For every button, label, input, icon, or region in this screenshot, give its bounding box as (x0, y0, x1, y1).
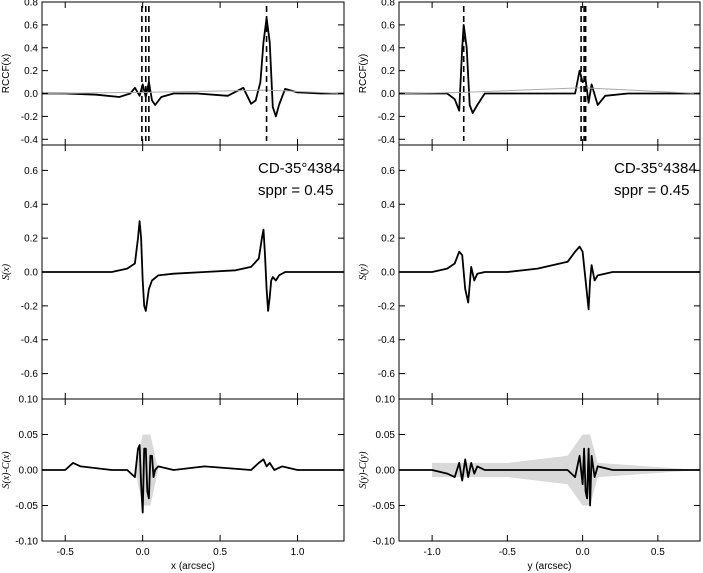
ytick-label: -0.2 (21, 112, 39, 123)
ytick-label: 0.6 (24, 166, 38, 177)
ytick-label: 0.0 (381, 268, 395, 279)
ytick-label: 0.00 (19, 466, 39, 477)
panel-right-middle: -0.6 -0.4 -0.2 0.0 0.2 0.4 0.6 S(y) CD-35°4384 sp… (358, 144, 701, 400)
axes-frame (41, 1, 345, 146)
ytick-label: 0.2 (24, 234, 38, 245)
xtick-label: 0.0 (136, 547, 150, 558)
ytick-label: -0.10 (372, 537, 395, 548)
axes-frame (398, 1, 701, 146)
xtick-label: 0.5 (651, 547, 665, 558)
ytick-label: -0.05 (372, 501, 395, 512)
ytick-label: 0.2 (381, 66, 395, 77)
series-line-1 (42, 89, 344, 94)
ytick-label: -0.4 (378, 335, 396, 346)
series-line-0 (42, 17, 344, 118)
x-axis-label: y (arcsec) (528, 561, 572, 572)
xtick-label: -0.5 (499, 547, 517, 558)
y-axis-label: S(x)-C(x) (1, 451, 12, 489)
xtick-label: 1.0 (291, 547, 305, 558)
ytick-label: -0.6 (21, 369, 39, 380)
ytick-label: 0.0 (381, 89, 395, 100)
panel-right-bottom: -0.10 -0.05 0.00 0.05 0.10 -1.0 -0.5 0.0 0.5 S(y)… (358, 395, 701, 572)
ytick-label: -0.4 (21, 335, 39, 346)
ytick-label: 0.4 (381, 200, 395, 211)
ytick-label: -0.10 (15, 537, 38, 548)
ytick-label: 0.4 (24, 43, 38, 54)
ytick-label: 0.6 (381, 20, 395, 31)
ytick-label: 0.0 (24, 89, 38, 100)
ytick-label: -0.2 (21, 301, 39, 312)
ytick-label: 0.05 (19, 430, 39, 441)
ytick-label: -0.4 (21, 135, 39, 146)
panel-left-top: -0.4 -0.2 0.0 0.2 0.4 0.6 0.8 RCCF(x) (1, 0, 345, 146)
series-line-0 (399, 245, 700, 311)
panel-left-bottom: -0.10 -0.05 0.00 0.05 0.10 -0.5 0.0 0.5 1.0 S(x)-… (1, 395, 345, 572)
ytick-label: 0.8 (381, 0, 395, 9)
xtick-label: 0.5 (213, 547, 227, 558)
series-line-0 (42, 444, 344, 514)
ytick-label: 0.4 (24, 200, 38, 211)
ytick-label: -0.2 (378, 112, 396, 123)
ytick-label: 0.8 (24, 0, 38, 9)
ytick-label: 0.6 (24, 20, 38, 31)
series-line-0 (399, 23, 700, 114)
panel-right-top: -0.4 -0.2 0.0 0.2 0.4 0.6 0.8 RCCF(y) (358, 0, 701, 146)
annotation-line-0: CD-35°4384 (258, 160, 341, 177)
ytick-label: 0.2 (381, 234, 395, 245)
ytick-label: 0.05 (376, 430, 396, 441)
ytick-label: 0.10 (376, 395, 396, 406)
ytick-label: -0.4 (378, 135, 396, 146)
y-axis-label: RCCF(x) (1, 54, 12, 93)
ytick-label: 0.0 (24, 268, 38, 279)
ytick-label: 0.4 (381, 43, 395, 54)
xtick-label: 0.0 (576, 547, 590, 558)
series-band-1 (111, 434, 174, 506)
ytick-label: 0.00 (376, 466, 396, 477)
y-axis-label: S(y)-C(y) (358, 451, 369, 489)
series-line-1 (399, 87, 700, 94)
x-axis-label: x (arcsec) (171, 561, 215, 572)
xtick-label: -0.5 (57, 547, 75, 558)
y-axis-label: RCCF(y) (358, 54, 369, 93)
ytick-label: -0.6 (378, 369, 396, 380)
series-line-0 (399, 447, 700, 507)
ytick-label: 0.10 (19, 395, 39, 406)
ytick-label: -0.2 (378, 301, 396, 312)
panel-left-middle: -0.6 -0.4 -0.2 0.0 0.2 0.4 0.6 S(x) CD-35°4384 sp… (1, 144, 345, 400)
ytick-label: 0.6 (381, 166, 395, 177)
xtick-label: -1.0 (423, 547, 441, 558)
y-axis-label: S(x) (1, 263, 12, 280)
y-axis-label: S(y) (358, 263, 369, 280)
annotation-line-0: CD-35°4384 (614, 160, 697, 177)
ytick-label: 0.2 (24, 66, 38, 77)
annotation-line-1: sppr = 0.45 (614, 182, 689, 199)
annotation-line-1: sppr = 0.45 (258, 182, 333, 199)
series-line-0 (42, 220, 344, 312)
ytick-label: -0.05 (15, 501, 38, 512)
